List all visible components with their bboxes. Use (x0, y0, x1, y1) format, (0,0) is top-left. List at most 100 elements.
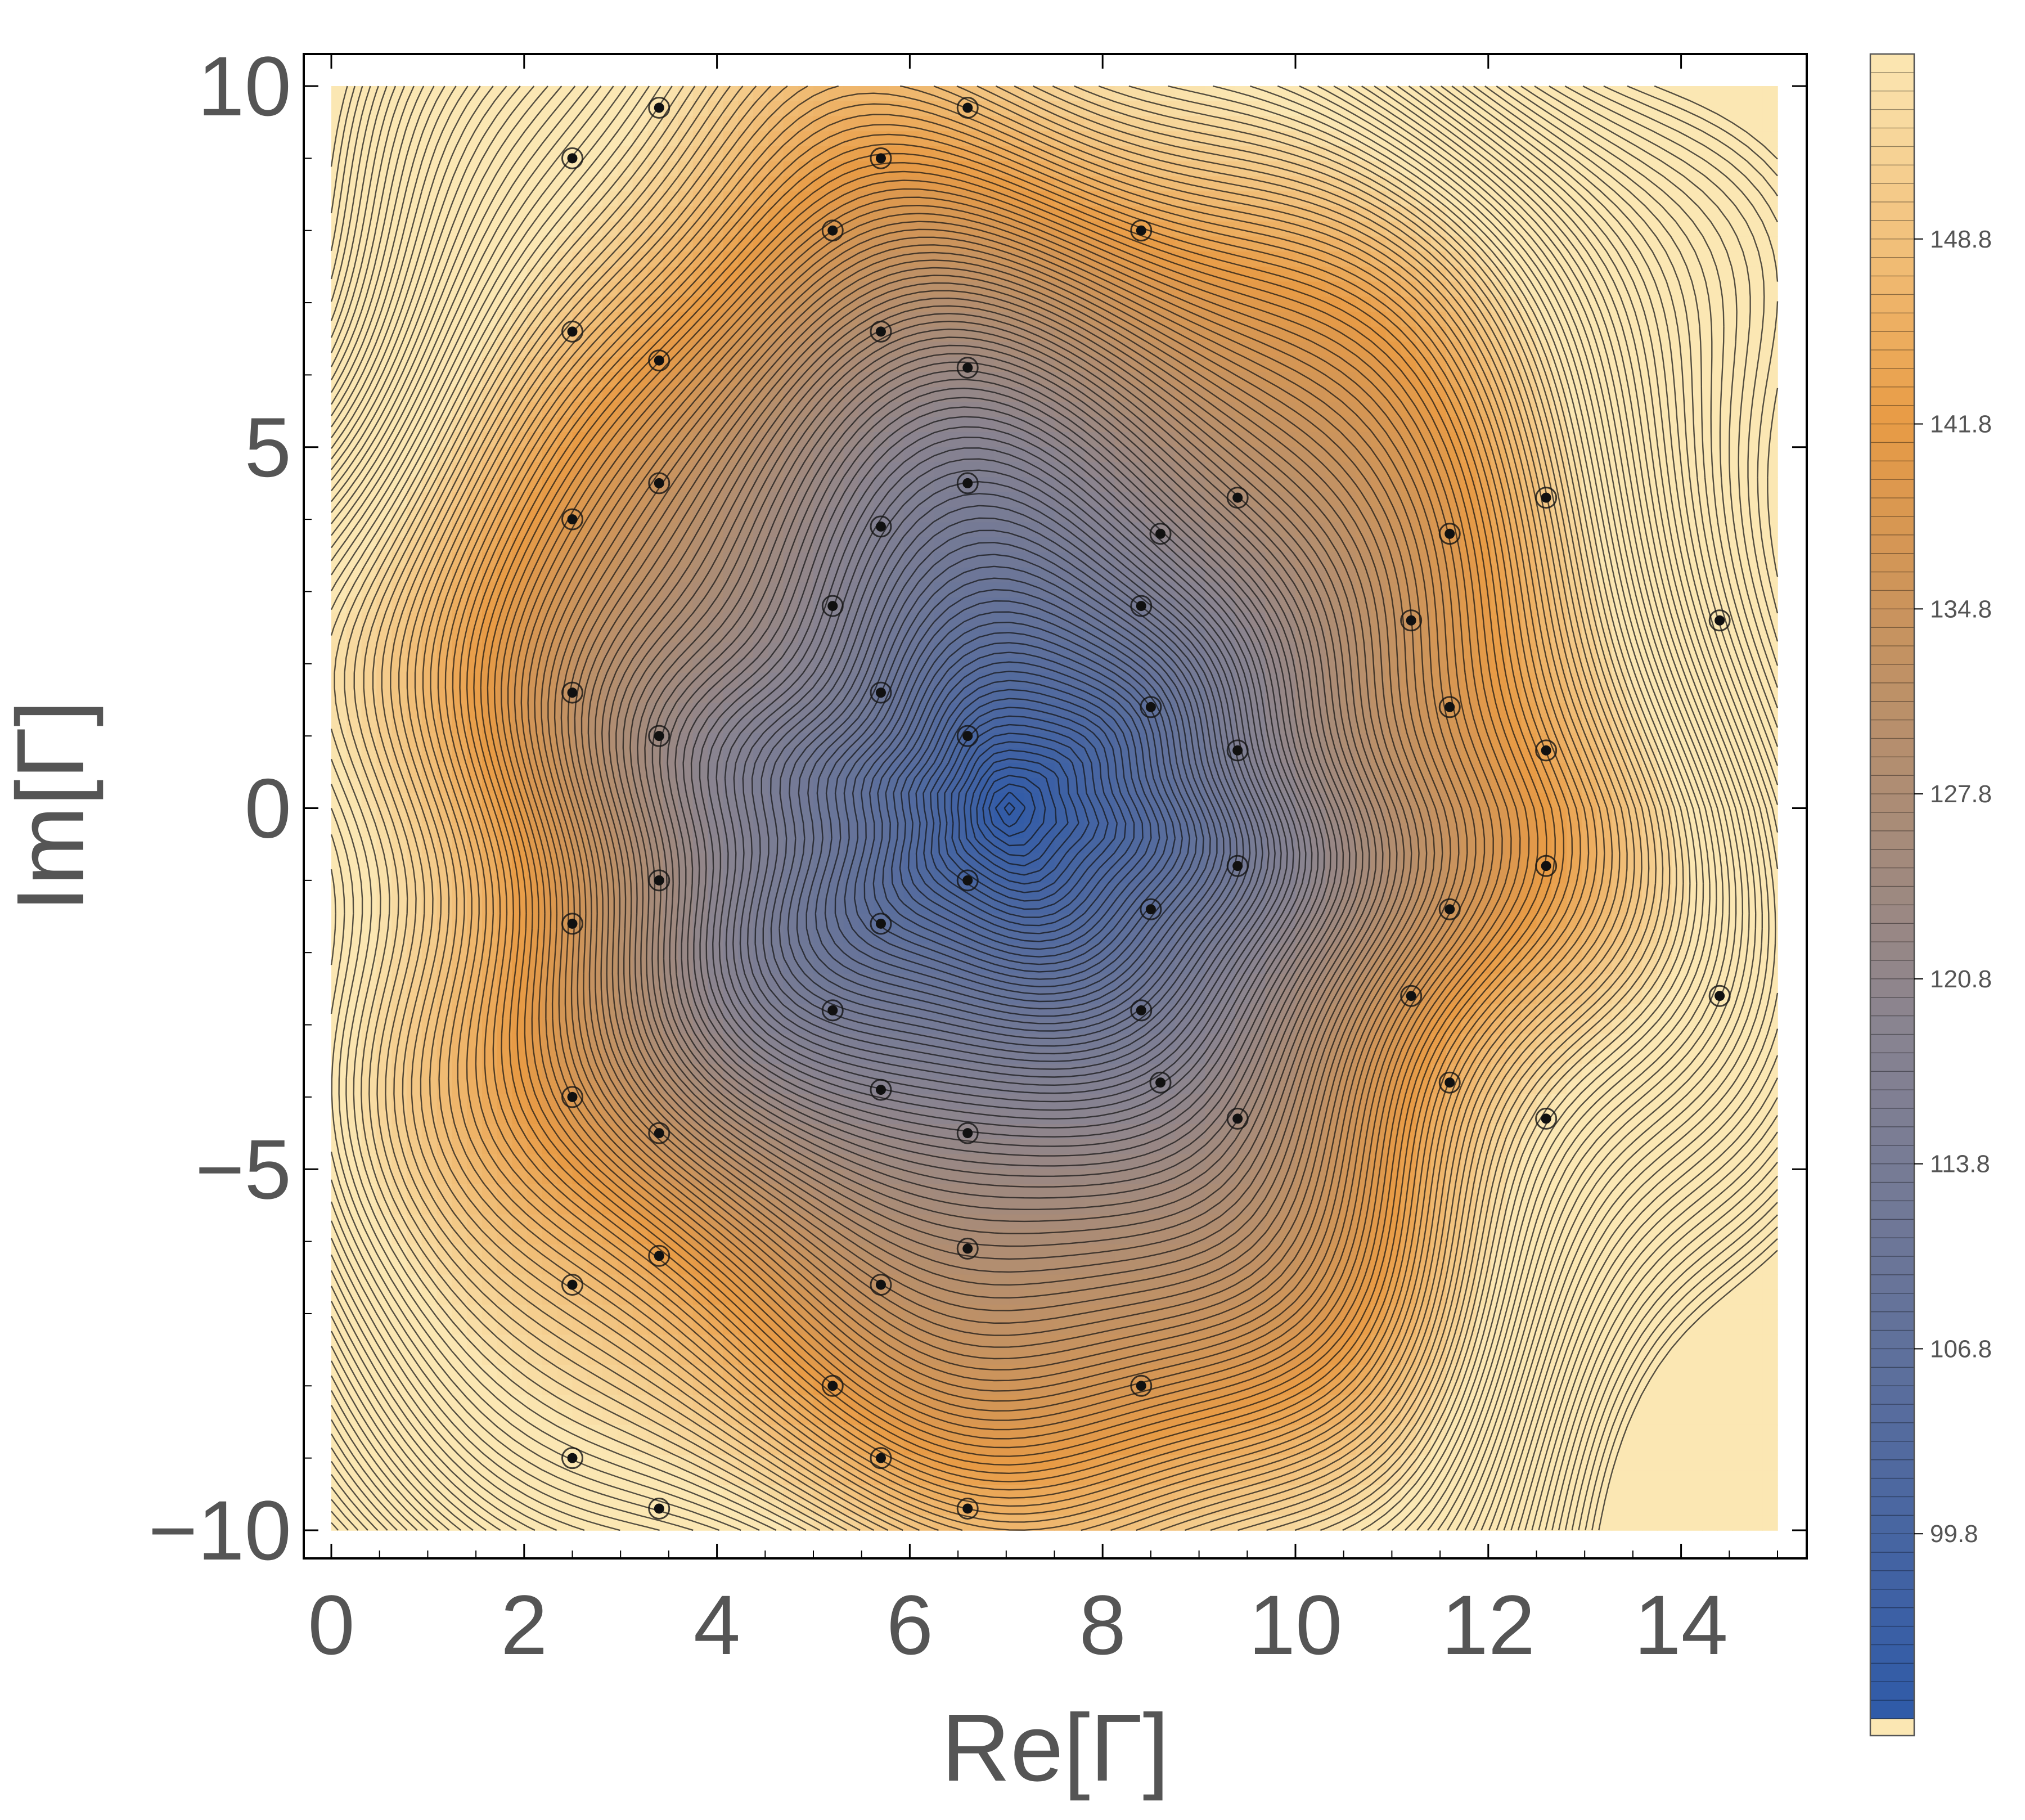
contour-cell (1205, 101, 1221, 117)
contour-cell (919, 191, 935, 207)
contour-cell (587, 176, 603, 192)
contour-cell (1747, 116, 1763, 132)
contour-cell (753, 116, 769, 132)
contour-cell (708, 672, 724, 689)
contour-cell (1717, 357, 1733, 372)
contour-cell (1431, 402, 1447, 418)
contour-cell (1280, 281, 1296, 298)
contour-cell (994, 312, 1010, 327)
contour-cell (1190, 492, 1206, 508)
contour-cell (1340, 447, 1356, 463)
contour-cell (602, 326, 618, 343)
contour-cell (1732, 627, 1748, 644)
contour-cell (753, 341, 769, 358)
contour-cell (1687, 402, 1703, 418)
contour-cell (1084, 658, 1100, 673)
contour-cell (1250, 326, 1266, 343)
contour-cell (1370, 672, 1387, 689)
contour-cell (421, 672, 438, 689)
contour-cell (1205, 281, 1221, 298)
contour-cell (798, 627, 814, 644)
contour-cell (768, 236, 784, 252)
contour-cell (1416, 296, 1432, 312)
contour-cell (1265, 432, 1281, 448)
contour-cell (1385, 853, 1402, 869)
contour-cell (964, 703, 980, 718)
contour-cell (1687, 312, 1703, 327)
contour-cell (1416, 477, 1432, 493)
contour-cell (1687, 86, 1703, 102)
contour-cell (1295, 477, 1311, 493)
contour-cell (843, 387, 860, 403)
contour-cell (692, 763, 709, 779)
contour-cell (1672, 312, 1688, 327)
contour-cell (1159, 86, 1176, 102)
contour-cell (1747, 266, 1763, 282)
contour-cell (1340, 387, 1356, 403)
contour-cell (602, 417, 618, 433)
contour-cell (798, 266, 814, 282)
contour-cell (858, 357, 874, 372)
contour-cell (331, 221, 347, 237)
contour-cell (406, 658, 422, 673)
contour-cell (1325, 853, 1342, 869)
contour-cell (632, 296, 649, 312)
contour-cell (512, 718, 528, 734)
contour-cell (1732, 507, 1748, 523)
contour-cell (1340, 672, 1356, 689)
contour-cell (843, 703, 860, 718)
contour-cell (1145, 341, 1160, 358)
contour-cell (1250, 101, 1266, 117)
contour-cell (1280, 718, 1296, 734)
contour-cell (1145, 462, 1160, 478)
contour-cell (798, 778, 814, 794)
contour-cell (1401, 778, 1417, 794)
contour-cell (1521, 853, 1537, 869)
contour-cell (738, 537, 754, 553)
contour-cell (874, 823, 889, 839)
contour-cell (1747, 176, 1763, 192)
contour-cell (1084, 417, 1100, 433)
contour-cell (557, 116, 573, 132)
contour-cell (1356, 417, 1371, 433)
contour-cell (903, 658, 920, 673)
contour-cell (677, 432, 694, 448)
contour-cell (632, 266, 649, 282)
contour-cell (1295, 703, 1311, 718)
contour-cell (663, 312, 678, 327)
contour-cell (1657, 296, 1673, 312)
contour-cell (1174, 447, 1191, 463)
contour-cell (994, 266, 1010, 282)
contour-cell (1114, 703, 1131, 718)
contour-cell (753, 823, 769, 839)
contour-cell (1672, 853, 1688, 869)
contour-cell (527, 101, 543, 117)
contour-cell (1567, 522, 1582, 538)
contour-cell (753, 326, 769, 343)
contour-cell (1039, 477, 1055, 493)
contour-cell (1551, 567, 1567, 583)
contour-cell (663, 281, 678, 298)
contour-cell (1551, 838, 1567, 854)
contour-cell (1130, 522, 1145, 538)
contour-cell (1145, 507, 1160, 523)
contour-cell (1174, 853, 1191, 869)
contour-cell (828, 341, 844, 358)
contour-cell (738, 763, 754, 779)
contour-cell (768, 357, 784, 372)
contour-cell (602, 191, 618, 207)
contour-cell (1672, 206, 1688, 222)
contour-cell (1205, 838, 1221, 854)
contour-cell (903, 492, 920, 508)
contour-cell (723, 432, 739, 448)
contour-cell (1431, 672, 1447, 689)
contour-cell (467, 131, 483, 147)
contour-cell (1717, 462, 1733, 478)
contour-cell (1325, 492, 1342, 508)
contour-cell (843, 101, 860, 117)
contour-cell (888, 101, 904, 117)
contour-cell (1009, 176, 1025, 192)
contour-cell (1250, 838, 1266, 854)
contour-cell (1732, 432, 1748, 448)
contour-cell (1356, 642, 1371, 658)
